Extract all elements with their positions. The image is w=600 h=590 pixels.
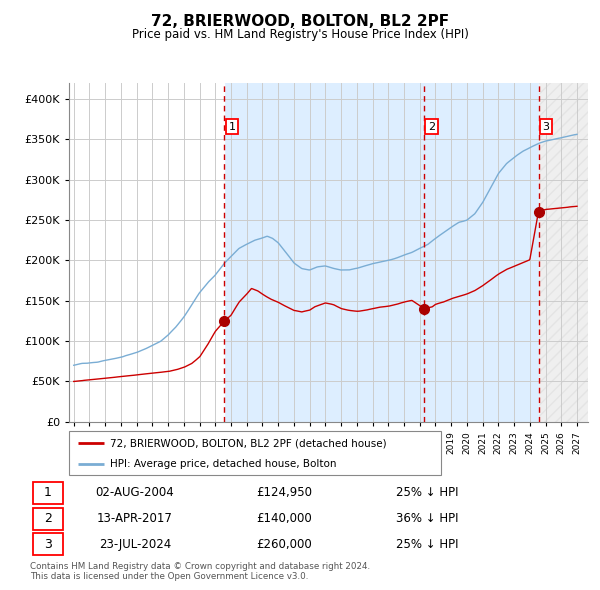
Text: 2: 2 bbox=[428, 122, 435, 132]
Text: Contains HM Land Registry data © Crown copyright and database right 2024.
This d: Contains HM Land Registry data © Crown c… bbox=[30, 562, 370, 581]
FancyBboxPatch shape bbox=[69, 431, 441, 475]
Text: Price paid vs. HM Land Registry's House Price Index (HPI): Price paid vs. HM Land Registry's House … bbox=[131, 28, 469, 41]
Text: £124,950: £124,950 bbox=[256, 486, 312, 499]
Bar bbox=[539, 83, 593, 422]
Text: £260,000: £260,000 bbox=[256, 538, 312, 551]
Text: 72, BRIERWOOD, BOLTON, BL2 2PF: 72, BRIERWOOD, BOLTON, BL2 2PF bbox=[151, 14, 449, 29]
Text: 3: 3 bbox=[542, 122, 550, 132]
Text: 25% ↓ HPI: 25% ↓ HPI bbox=[396, 486, 458, 499]
Text: 1: 1 bbox=[44, 486, 52, 499]
Text: 25% ↓ HPI: 25% ↓ HPI bbox=[396, 538, 458, 551]
Text: 36% ↓ HPI: 36% ↓ HPI bbox=[396, 512, 458, 525]
Bar bbox=[58, 83, 224, 422]
Text: 13-APR-2017: 13-APR-2017 bbox=[97, 512, 173, 525]
Text: HPI: Average price, detached house, Bolton: HPI: Average price, detached house, Bolt… bbox=[110, 459, 337, 469]
FancyBboxPatch shape bbox=[33, 482, 63, 504]
Text: 3: 3 bbox=[44, 538, 52, 551]
Bar bbox=[224, 83, 539, 422]
Text: 23-JUL-2024: 23-JUL-2024 bbox=[99, 538, 171, 551]
Bar bbox=[539, 83, 593, 422]
FancyBboxPatch shape bbox=[33, 533, 63, 555]
Text: 1: 1 bbox=[229, 122, 235, 132]
Text: 02-AUG-2004: 02-AUG-2004 bbox=[95, 486, 174, 499]
Text: 2: 2 bbox=[44, 512, 52, 525]
Text: 72, BRIERWOOD, BOLTON, BL2 2PF (detached house): 72, BRIERWOOD, BOLTON, BL2 2PF (detached… bbox=[110, 438, 386, 448]
Text: £140,000: £140,000 bbox=[256, 512, 312, 525]
FancyBboxPatch shape bbox=[33, 508, 63, 529]
